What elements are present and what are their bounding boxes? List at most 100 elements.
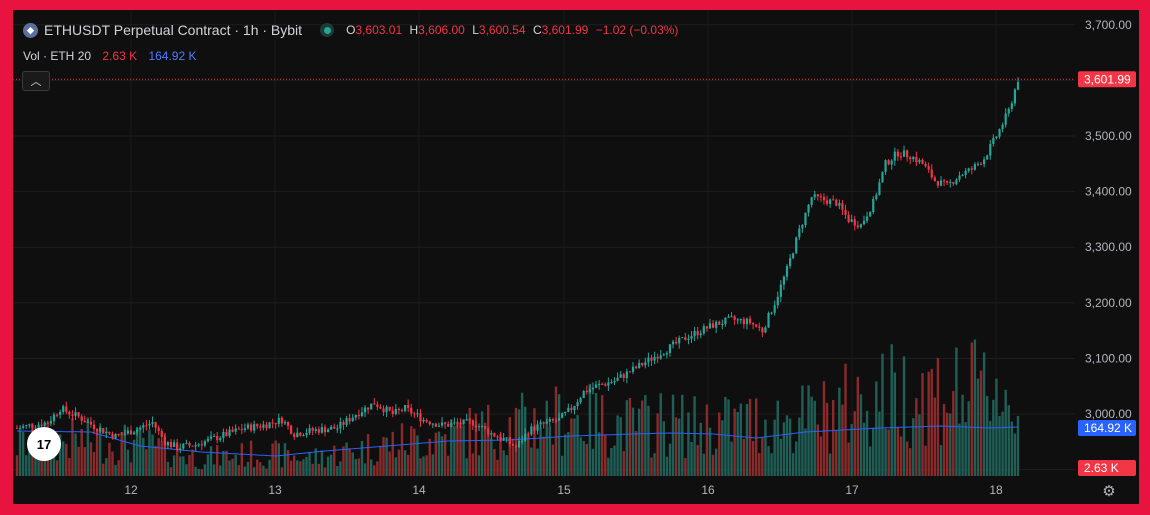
- candle-body: [487, 428, 490, 435]
- volume-bar: [730, 441, 733, 476]
- candle-body: [915, 156, 918, 163]
- volume-bar: [120, 431, 123, 476]
- volume-bar: [718, 412, 721, 476]
- candle-body: [859, 224, 863, 228]
- volume-bar: [216, 445, 219, 476]
- volume-bar: [674, 417, 678, 476]
- volume-bar: [699, 422, 702, 476]
- volume-bar: [289, 460, 293, 476]
- candle-body: [46, 422, 49, 424]
- volume-bar: [274, 440, 277, 476]
- candle-body: [65, 406, 68, 412]
- time-tick-label: 12: [124, 483, 138, 497]
- candle-body: [348, 418, 351, 422]
- candle-body: [25, 425, 28, 427]
- candle-body: [752, 323, 755, 325]
- candle-body: [203, 441, 206, 446]
- volume-bar: [887, 429, 890, 476]
- candle-body: [893, 151, 896, 161]
- candle-body: [638, 362, 641, 369]
- volume-bar: [714, 448, 718, 476]
- volume-bar: [21, 432, 25, 476]
- candle-body: [99, 428, 102, 432]
- volume-bar: [496, 459, 499, 476]
- candle-body: [468, 419, 471, 421]
- volume-bar: [822, 381, 826, 476]
- candle-body: [613, 380, 616, 383]
- candle-body: [163, 436, 166, 446]
- candle-body: [1010, 103, 1013, 109]
- volume-bar: [1016, 415, 1020, 476]
- volume-bar: [329, 454, 333, 476]
- candle-body: [764, 327, 767, 333]
- candle-body: [521, 440, 524, 442]
- symbol-legend[interactable]: ◆ ETHUSDT Perpetual Contract · 1h · Bybi…: [23, 22, 682, 38]
- volume-bar: [998, 416, 1001, 476]
- candle-body: [80, 416, 83, 421]
- collapse-legend-button[interactable]: ︿: [22, 71, 50, 91]
- volume-bar: [964, 422, 967, 476]
- market-status-icon[interactable]: [320, 23, 335, 37]
- volume-bar: [385, 437, 388, 476]
- volume-bar: [459, 422, 462, 476]
- candle-body: [74, 412, 77, 416]
- volume-bar: [262, 465, 265, 476]
- candle-body: [40, 424, 43, 427]
- candle-body: [496, 436, 499, 438]
- volume-bar: [388, 451, 391, 476]
- candle-body: [662, 354, 665, 356]
- candle-body: [665, 352, 668, 355]
- volume-bar: [425, 455, 428, 476]
- chevron-up-icon: ︿: [30, 76, 42, 88]
- volume-bar: [231, 458, 234, 476]
- candle-body: [456, 422, 459, 424]
- candle-body: [92, 424, 96, 430]
- candle-body: [804, 212, 807, 226]
- candle-body: [810, 197, 813, 205]
- candle-body: [428, 421, 431, 425]
- last-price-label: 3,601.99: [1084, 72, 1131, 86]
- chart-settings-button[interactable]: ⚙: [1100, 482, 1118, 500]
- candle-body: [930, 169, 933, 178]
- candle-body: [68, 411, 71, 415]
- candle-body: [548, 419, 551, 422]
- candle-body: [711, 323, 715, 328]
- candle-body: [536, 424, 539, 431]
- candle-body: [185, 442, 188, 444]
- candle-body: [333, 426, 336, 429]
- candle-body: [896, 151, 899, 157]
- candle-body: [379, 406, 382, 409]
- volume-bar: [40, 454, 43, 476]
- volume-bar: [742, 439, 746, 476]
- candle-body: [545, 421, 548, 424]
- volume-bar: [795, 441, 798, 476]
- candle-body: [567, 407, 570, 412]
- candle-body: [120, 434, 123, 436]
- volume-bar: [721, 420, 724, 476]
- candle-body: [447, 423, 450, 427]
- volume-bar: [397, 449, 401, 476]
- volume-bar: [560, 455, 564, 476]
- candle-body: [268, 422, 271, 429]
- volume-bar: [102, 463, 105, 476]
- candle-body: [351, 417, 354, 422]
- candle-body: [946, 180, 949, 183]
- volume-bar: [252, 467, 256, 476]
- candle-body: [564, 411, 567, 414]
- tradingview-logo[interactable]: 17: [27, 427, 61, 461]
- volume-bar: [693, 396, 696, 476]
- volume-bar: [203, 464, 207, 476]
- chart-canvas[interactable]: 3,700.003,600.003,500.003,400.003,300.00…: [13, 10, 1139, 504]
- volume-bar: [86, 417, 90, 476]
- candle-body: [730, 316, 733, 318]
- volume-bar: [1001, 411, 1004, 476]
- volume-bar: [785, 415, 789, 476]
- candle-body: [43, 422, 46, 427]
- volume-bar: [376, 461, 379, 476]
- volume-bar: [434, 432, 438, 476]
- candle-body: [299, 432, 302, 436]
- candle-body: [253, 424, 256, 431]
- candle-body: [681, 337, 684, 339]
- volume-bar: [311, 463, 314, 476]
- volume-legend[interactable]: Vol · ETH 20 2.63 K 164.92 K: [23, 49, 197, 63]
